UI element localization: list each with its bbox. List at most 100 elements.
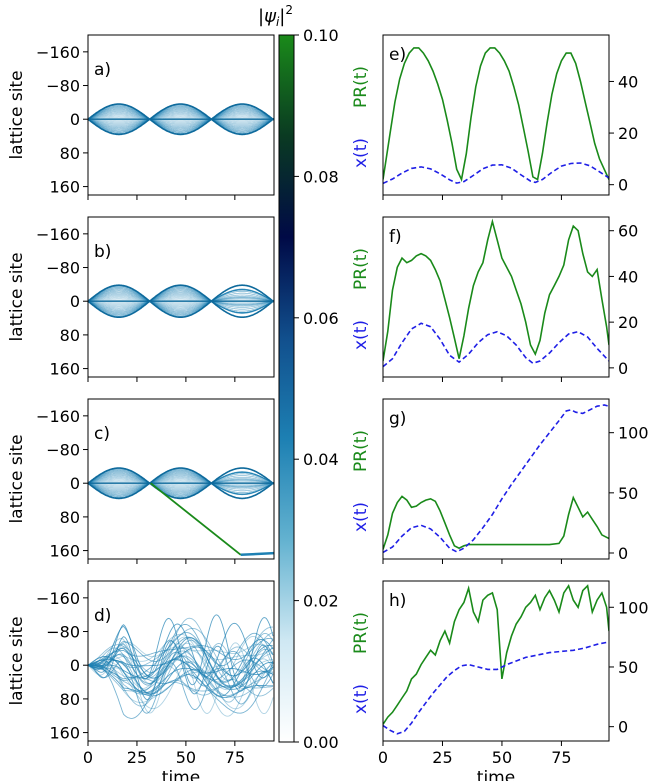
density-strand: [88, 106, 274, 120]
density-strand: [88, 298, 274, 302]
density-strand: [88, 112, 274, 120]
x-axis-series-label: x(t): [351, 502, 371, 532]
density-strand: [88, 623, 274, 692]
density-strand: [88, 481, 274, 484]
line-panel-4: h) 0 50 100 0 25 50 75 PR(t) x(t) time: [351, 580, 649, 781]
heatmap-density: [88, 614, 274, 719]
density-strand: [88, 105, 274, 120]
x-tick-label: 25: [432, 748, 452, 767]
panel-label: b): [94, 242, 111, 262]
colorbar-title-sup: 2: [285, 3, 293, 17]
line-plot-area: [383, 404, 609, 554]
y-tick-label: −80: [46, 259, 80, 278]
pr-axis-label: PR(t): [351, 430, 371, 472]
density-strand: [88, 118, 274, 133]
density-strand: [88, 482, 274, 488]
y-tick-label: 0: [618, 544, 628, 563]
density-strand: [88, 292, 274, 302]
x-series-line: [383, 404, 609, 554]
density-strand: [88, 482, 274, 485]
density-strand: [88, 118, 274, 131]
density-strand: [88, 642, 274, 694]
y-tick-label: 160: [49, 360, 80, 379]
y-tick-label: 160: [49, 178, 80, 197]
pr-axis-label: PR(t): [351, 248, 371, 290]
density-strand: [88, 650, 274, 688]
heatmap-panel-1: a) −160 −80 0 80 160 lattice site: [7, 34, 275, 200]
density-edge: [88, 300, 274, 318]
density-strand: [88, 113, 274, 120]
density-strand: [88, 114, 274, 120]
x-axis-series-label: x(t): [351, 320, 371, 350]
heatmap-panel-3: c) −160 −80 0 80 160 lattice site: [7, 398, 275, 564]
density-strand: [88, 655, 274, 697]
pr-axis-label: PR(t): [351, 612, 371, 654]
density-strand: [88, 300, 274, 309]
pr-series-line: [383, 47, 609, 183]
y-tick-label: −160: [36, 225, 80, 244]
density-strand: [88, 637, 274, 666]
density-strand: [88, 482, 274, 492]
density-strand: [88, 482, 274, 486]
density-strand: [88, 116, 274, 120]
colorbar-tick-label: 0.08: [303, 167, 339, 186]
x-axis-series-label: x(t): [351, 684, 371, 714]
density-strand: [88, 482, 274, 489]
density-strand: [88, 118, 274, 121]
y-tick-label: 80: [60, 690, 80, 709]
density-strand: [88, 635, 274, 684]
density-strand: [88, 482, 274, 494]
y-axis-label: lattice site: [7, 434, 27, 523]
x-axis-label: time: [162, 768, 200, 781]
y-tick-label: 100: [618, 424, 649, 443]
colorbar-bar: [278, 34, 295, 743]
density-strand: [88, 300, 274, 310]
density-strand: [88, 118, 274, 127]
y-tick-label: 0: [70, 110, 80, 129]
y-tick-label: 80: [60, 326, 80, 345]
x-tick-label: 25: [127, 748, 147, 767]
density-strand: [88, 115, 274, 120]
plot-frame: [382, 34, 610, 196]
panel-label: c): [94, 424, 110, 444]
panel-label: f): [389, 227, 402, 247]
y-tick-label: 0: [618, 176, 628, 195]
density-strand: [88, 299, 274, 302]
density-strand: [88, 295, 274, 302]
density-strand: [88, 639, 274, 679]
ballistic-branch: [150, 482, 242, 556]
panel-label: d): [94, 606, 111, 626]
density-strand: [88, 658, 274, 717]
pr-axis-label: PR(t): [351, 66, 371, 108]
colorbar-tick-label: 0.00: [303, 733, 339, 752]
panel-label: e): [389, 45, 406, 65]
density-strand: [88, 118, 274, 128]
density-strand: [88, 300, 274, 304]
y-tick-label: −80: [46, 623, 80, 642]
density-strand: [88, 110, 274, 120]
x-tick-label: 50: [176, 748, 196, 767]
y-tick-label: 50: [618, 484, 638, 503]
density-strand: [88, 637, 274, 683]
density-strand: [88, 632, 274, 667]
density-strand: [88, 482, 274, 493]
x-axis-series-label: x(t): [351, 138, 371, 168]
colorbar: 0.00 0.02 0.04 0.06 0.08 0.10 |ψi|2: [258, 3, 339, 752]
density-strand: [88, 475, 274, 484]
density-strand: [88, 300, 274, 308]
y-tick-label: −160: [36, 43, 80, 62]
density-strand: [88, 478, 274, 484]
density-strand: [88, 482, 274, 497]
colorbar-title-main: |ψ: [258, 6, 277, 27]
line-plot-area: [383, 218, 609, 368]
x-tick-label: 75: [225, 748, 245, 767]
x-series-line: [383, 162, 609, 185]
density-strand: [88, 650, 274, 688]
y-tick-label: 0: [618, 359, 628, 378]
density-edge: [88, 284, 274, 303]
density-strand: [88, 118, 274, 124]
density-strand: [88, 664, 274, 692]
line-plot-area: [383, 584, 609, 735]
plot-frame: [382, 216, 610, 378]
x-tick-label: 0: [378, 748, 388, 767]
